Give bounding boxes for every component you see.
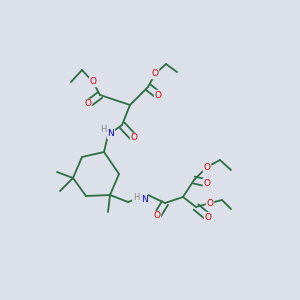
Text: O: O	[206, 199, 214, 208]
Text: O: O	[154, 212, 160, 220]
Text: N: N	[141, 194, 147, 203]
Text: O: O	[203, 178, 211, 188]
Text: H: H	[133, 193, 139, 202]
Text: O: O	[85, 100, 92, 109]
Text: N: N	[108, 130, 114, 139]
Text: O: O	[154, 91, 161, 100]
Text: O: O	[89, 77, 97, 86]
Text: O: O	[205, 212, 212, 221]
Text: O: O	[152, 70, 158, 79]
Text: H: H	[100, 125, 106, 134]
Text: O: O	[130, 134, 137, 142]
Text: O: O	[203, 163, 211, 172]
